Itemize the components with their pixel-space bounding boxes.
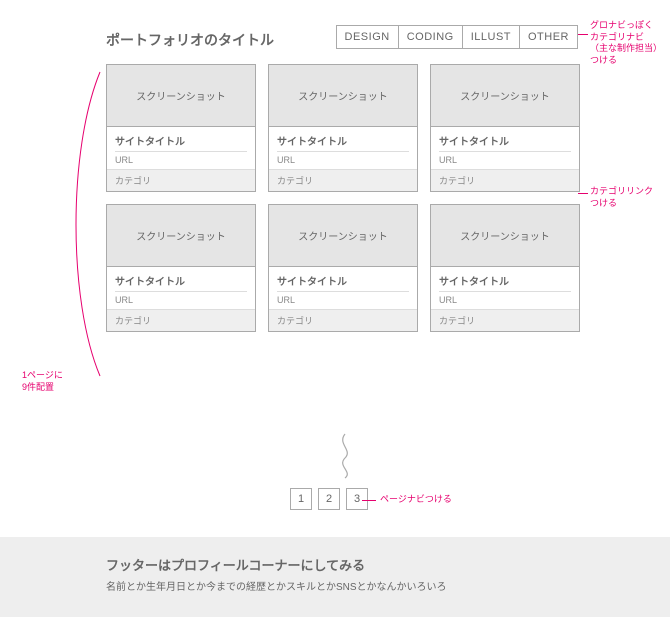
annotation-arc: [64, 70, 104, 380]
card-meta: サイトタイトル URL: [107, 267, 255, 309]
screenshot-area: スクリーンショット: [107, 205, 255, 267]
portfolio-card[interactable]: スクリーンショット サイトタイトル URL カテゴリ: [430, 204, 580, 332]
site-title: サイトタイトル: [277, 273, 409, 292]
footer-title: フッターはプロフィールコーナーにしてみる: [106, 555, 630, 574]
annotation-line: [578, 34, 588, 35]
site-url: URL: [115, 292, 247, 309]
ellipsis-wave-icon: [335, 432, 355, 480]
portfolio-card[interactable]: スクリーンショット サイトタイトル URL カテゴリ: [268, 204, 418, 332]
annotation-count: 1ページに 9件配置: [22, 370, 63, 393]
card-meta: サイトタイトル URL: [269, 127, 417, 169]
page-button-1[interactable]: 1: [290, 488, 312, 510]
category-nav: DESIGN CODING ILLUST OTHER: [336, 25, 578, 49]
page-title: ポートフォリオのタイトル: [106, 30, 274, 50]
category-link[interactable]: カテゴリ: [269, 309, 417, 331]
card-meta: サイトタイトル URL: [431, 127, 579, 169]
nav-tab-illust[interactable]: ILLUST: [462, 25, 520, 49]
category-link[interactable]: カテゴリ: [269, 169, 417, 191]
screenshot-area: スクリーンショット: [269, 205, 417, 267]
portfolio-card[interactable]: スクリーンショット サイトタイトル URL カテゴリ: [106, 64, 256, 192]
site-title: サイトタイトル: [439, 133, 571, 152]
nav-tab-coding[interactable]: CODING: [398, 25, 463, 49]
site-url: URL: [439, 152, 571, 169]
site-title: サイトタイトル: [439, 273, 571, 292]
site-title: サイトタイトル: [115, 133, 247, 152]
screenshot-area: スクリーンショット: [431, 205, 579, 267]
nav-tab-design[interactable]: DESIGN: [336, 25, 399, 49]
category-link[interactable]: カテゴリ: [107, 169, 255, 191]
page-button-3[interactable]: 3: [346, 488, 368, 510]
annotation-line: [362, 500, 376, 501]
screenshot-area: スクリーンショット: [269, 65, 417, 127]
site-url: URL: [277, 152, 409, 169]
site-url: URL: [439, 292, 571, 309]
site-title: サイトタイトル: [277, 133, 409, 152]
site-title: サイトタイトル: [115, 273, 247, 292]
card-grid: スクリーンショット サイトタイトル URL カテゴリ スクリーンショット サイト…: [106, 64, 580, 332]
annotation-nav: グロナビっぽく カテゴリナビ （主な制作担当） つける: [590, 20, 662, 67]
nav-tab-other[interactable]: OTHER: [519, 25, 578, 49]
category-link[interactable]: カテゴリ: [431, 169, 579, 191]
annotation-line: [578, 193, 588, 194]
screenshot-area: スクリーンショット: [107, 65, 255, 127]
annotation-pager: ページナビつける: [380, 494, 452, 506]
category-link[interactable]: カテゴリ: [107, 309, 255, 331]
card-meta: サイトタイトル URL: [269, 267, 417, 309]
site-url: URL: [115, 152, 247, 169]
site-url: URL: [277, 292, 409, 309]
footer-subtitle: 名前とか生年月日とか今までの経歴とかスキルとかSNSとかなんかいろいろ: [106, 578, 630, 593]
card-meta: サイトタイトル URL: [107, 127, 255, 169]
portfolio-card[interactable]: スクリーンショット サイトタイトル URL カテゴリ: [430, 64, 580, 192]
screenshot-area: スクリーンショット: [431, 65, 579, 127]
category-link[interactable]: カテゴリ: [431, 309, 579, 331]
portfolio-card[interactable]: スクリーンショット サイトタイトル URL カテゴリ: [106, 204, 256, 332]
footer-profile: フッターはプロフィールコーナーにしてみる 名前とか生年月日とか今までの経歴とかス…: [0, 537, 670, 617]
annotation-category: カテゴリリンク つける: [590, 186, 653, 209]
portfolio-card[interactable]: スクリーンショット サイトタイトル URL カテゴリ: [268, 64, 418, 192]
page-button-2[interactable]: 2: [318, 488, 340, 510]
pagination: 1 2 3: [290, 488, 368, 510]
card-meta: サイトタイトル URL: [431, 267, 579, 309]
